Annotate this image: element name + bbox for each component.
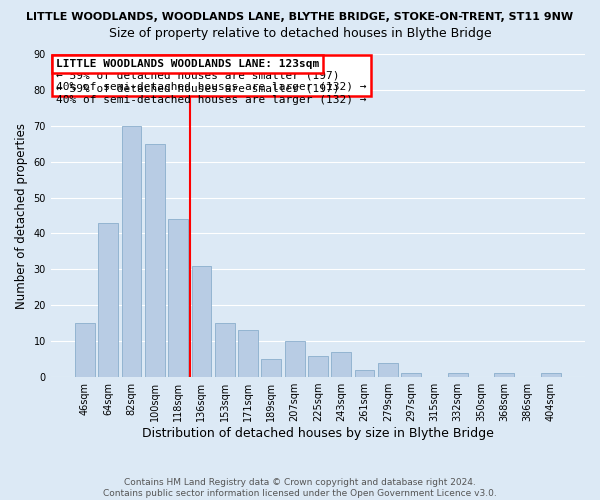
Text: LITTLE WOODLANDS WOODLANDS LANE: 123sqm
← 59% of detached houses are smaller (19: LITTLE WOODLANDS WOODLANDS LANE: 123sqm … <box>56 59 367 92</box>
Y-axis label: Number of detached properties: Number of detached properties <box>15 122 28 308</box>
Bar <box>262 359 281 377</box>
Bar <box>541 374 561 377</box>
Bar <box>448 374 467 377</box>
Bar <box>122 126 142 377</box>
Bar <box>285 341 305 377</box>
Bar <box>494 374 514 377</box>
Text: Contains HM Land Registry data © Crown copyright and database right 2024.
Contai: Contains HM Land Registry data © Crown c… <box>103 478 497 498</box>
Bar <box>168 219 188 377</box>
X-axis label: Distribution of detached houses by size in Blythe Bridge: Distribution of detached houses by size … <box>142 427 494 440</box>
Text: Size of property relative to detached houses in Blythe Bridge: Size of property relative to detached ho… <box>109 28 491 40</box>
Text: LITTLE WOODLANDS WOODLANDS LANE: 123sqm: LITTLE WOODLANDS WOODLANDS LANE: 123sqm <box>56 59 319 69</box>
Bar <box>308 356 328 377</box>
Bar <box>75 323 95 377</box>
Bar <box>378 362 398 377</box>
Bar <box>331 352 351 377</box>
Bar <box>401 374 421 377</box>
Bar <box>191 266 211 377</box>
Bar <box>98 222 118 377</box>
Bar <box>238 330 258 377</box>
Bar <box>355 370 374 377</box>
Bar <box>145 144 165 377</box>
Text: LITTLE WOODLANDS, WOODLANDS LANE, BLYTHE BRIDGE, STOKE-ON-TRENT, ST11 9NW: LITTLE WOODLANDS, WOODLANDS LANE, BLYTHE… <box>26 12 574 22</box>
Text: ← 59% of detached houses are smaller (197)
40% of semi-detached houses are large: ← 59% of detached houses are smaller (19… <box>56 83 367 104</box>
Bar <box>215 323 235 377</box>
